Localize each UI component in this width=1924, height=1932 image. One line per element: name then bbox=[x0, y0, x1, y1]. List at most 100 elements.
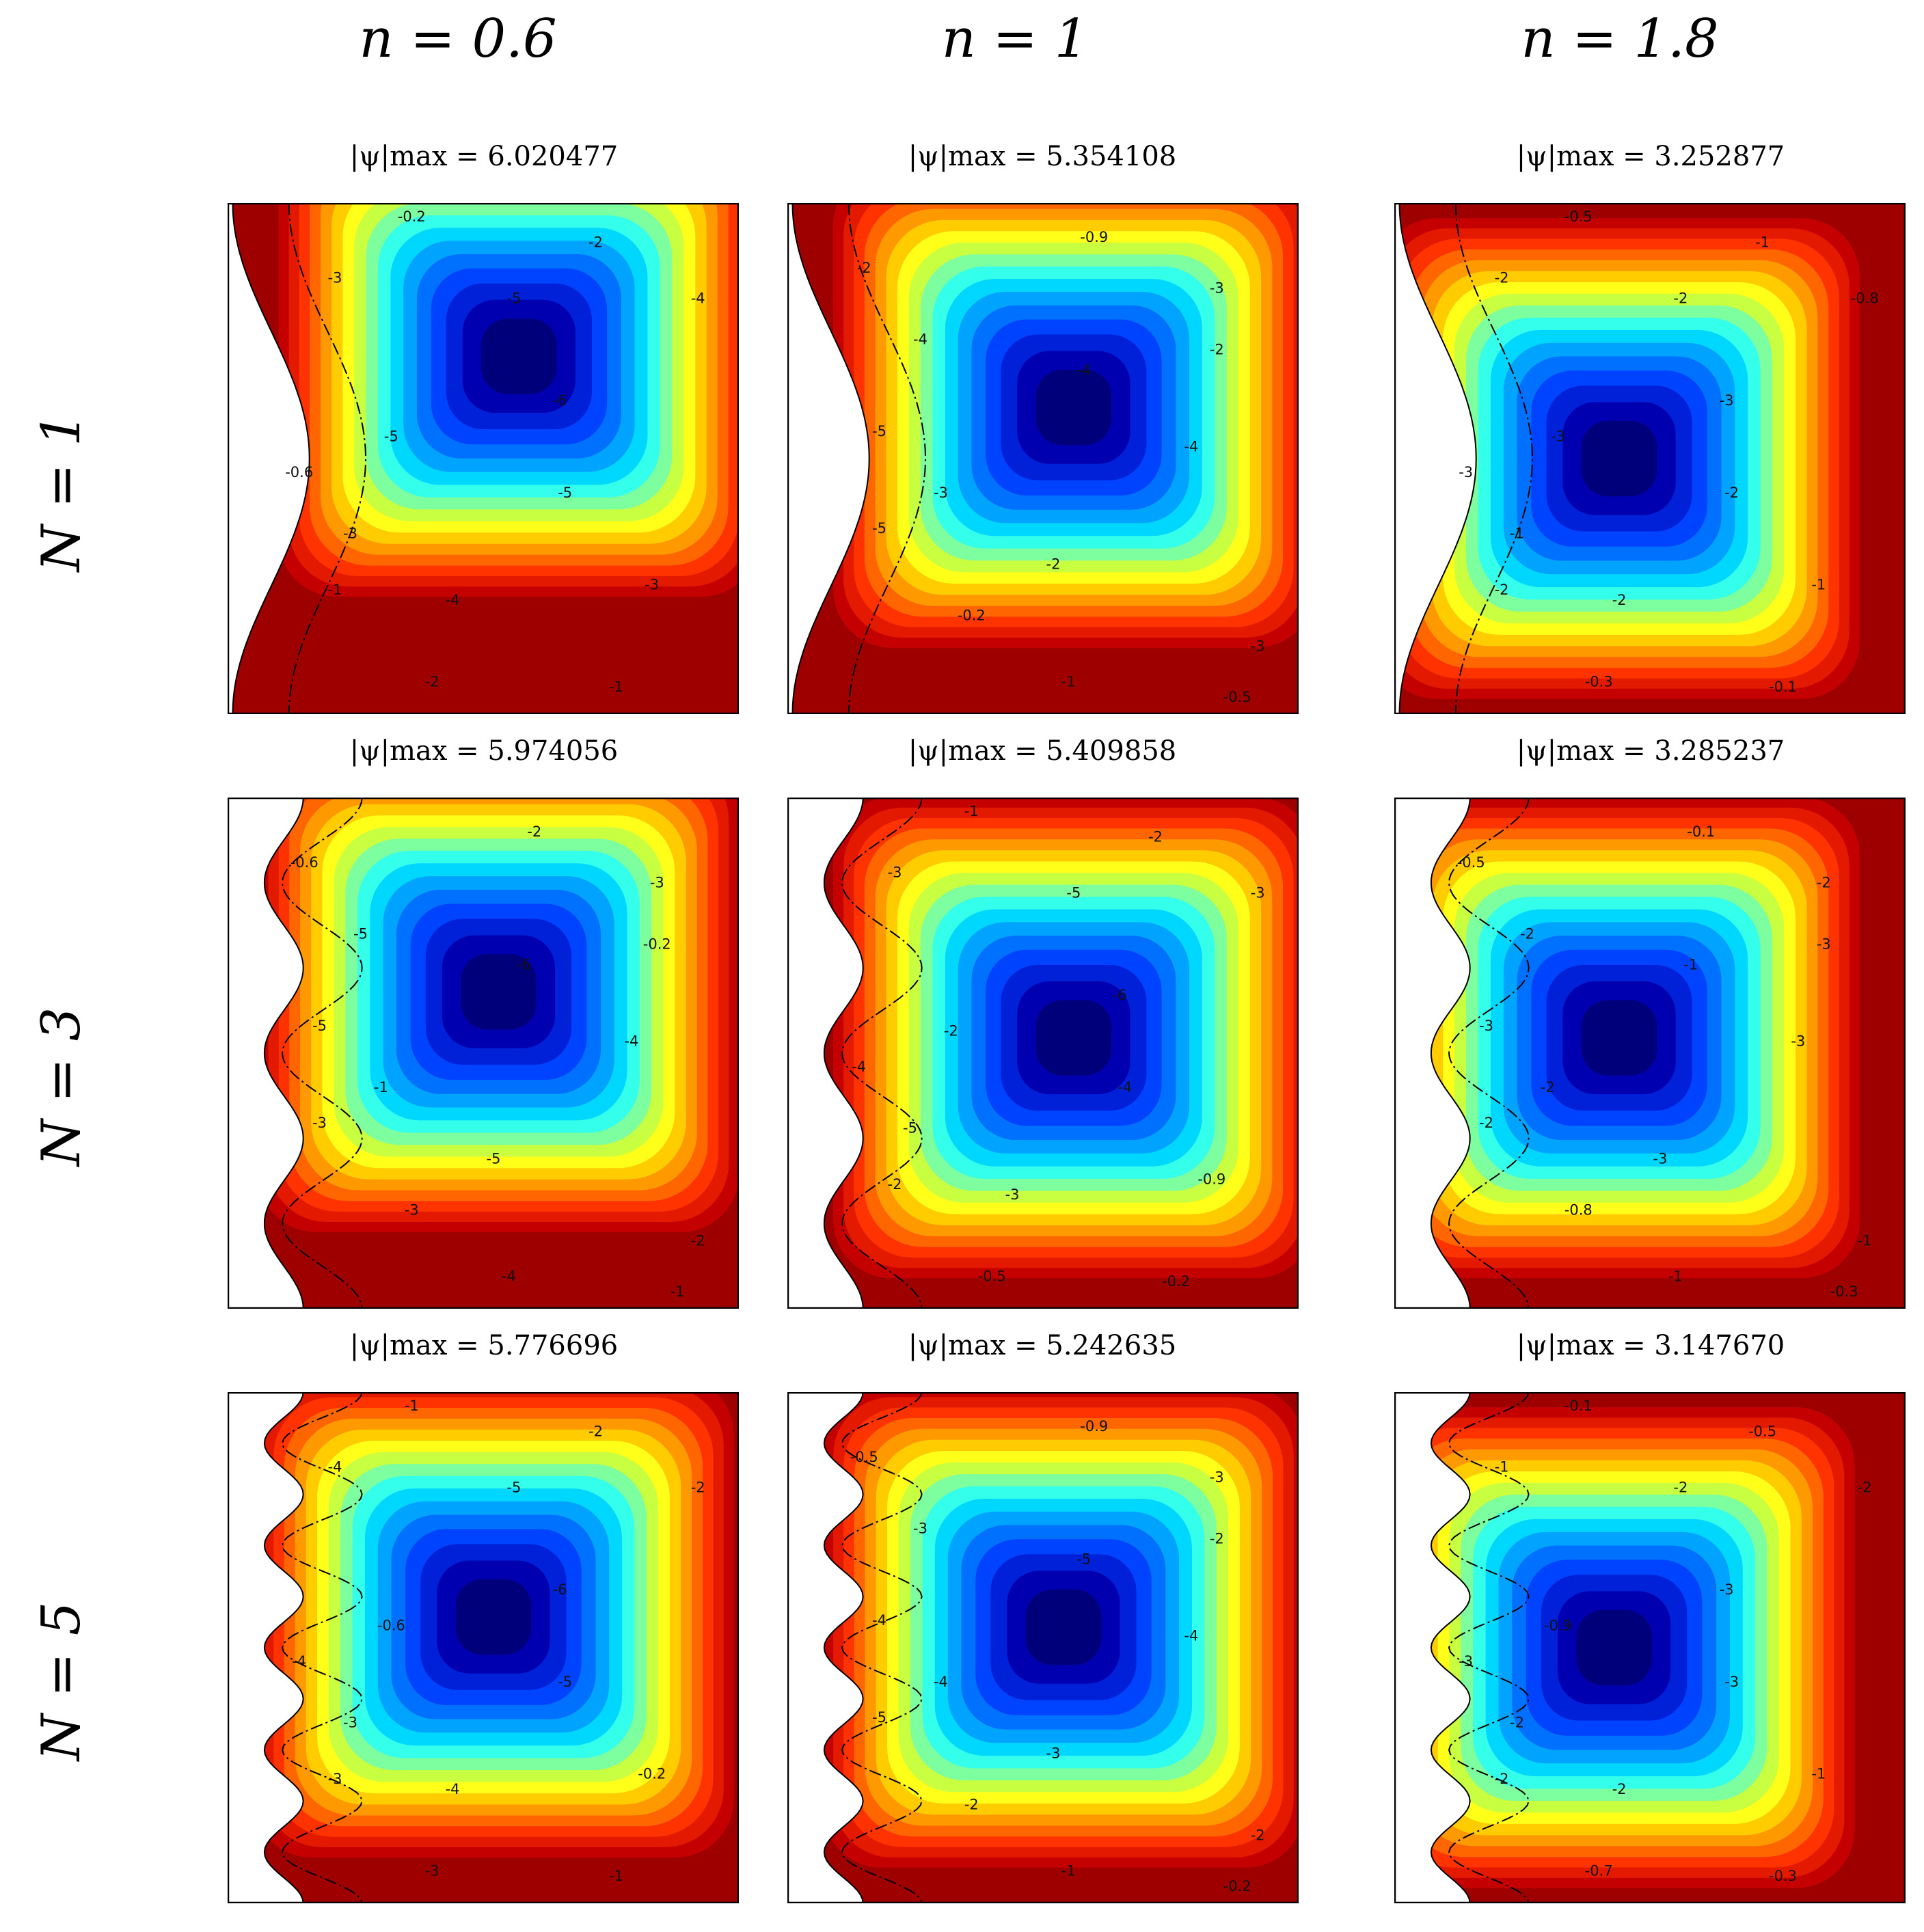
contour-label: -4 bbox=[446, 1781, 460, 1797]
contour-label: -5 bbox=[353, 926, 368, 942]
contour-fill-group bbox=[264, 798, 739, 1309]
contour-label: -0.5 bbox=[850, 1449, 878, 1465]
contour-fill-group bbox=[264, 1392, 739, 1903]
wavy-wall bbox=[791, 203, 870, 714]
contour-label: -2 bbox=[857, 260, 871, 276]
contour-band bbox=[455, 1579, 532, 1655]
contour-plot: -0.9 -2 -3 -4 -4 -2 -5 -4 -3 -2 -5 -0.2 -3 -1 -0.5 bbox=[787, 203, 1299, 714]
contour-label: -2 bbox=[691, 1480, 705, 1496]
contour-label: -1 bbox=[670, 1283, 685, 1300]
interface-curve bbox=[1448, 798, 1530, 1309]
contour-label: -1 bbox=[1858, 1232, 1872, 1249]
contour-label: -0.9 bbox=[1080, 1418, 1108, 1434]
contour-label: -2 bbox=[1673, 1480, 1688, 1496]
contour-label: -0.2 bbox=[958, 607, 986, 623]
contour-label: -0.3 bbox=[1585, 674, 1613, 690]
contour-label: -6 bbox=[1113, 987, 1127, 1003]
contour-label: -1 bbox=[328, 582, 342, 598]
wavy-wall bbox=[232, 203, 310, 714]
contour-band bbox=[1581, 1000, 1657, 1076]
contour-label: -0.3 bbox=[1830, 1283, 1858, 1300]
contour-label: -1 bbox=[1510, 526, 1524, 542]
panel-subtitle: |ψ|max = 3.252877 bbox=[1516, 141, 1785, 172]
contour-panel: -2 -0.6 -3 -5 -6 -0.2 -5 -4 -1 -5 -3 -3 -2 -4 -1 bbox=[228, 798, 739, 1309]
contour-label: -4 bbox=[691, 290, 705, 307]
contour-label: -2 bbox=[1210, 341, 1224, 357]
contour-label: -2 bbox=[1673, 290, 1688, 307]
contour-label: -5 bbox=[872, 1709, 886, 1726]
interface-curve bbox=[1448, 1392, 1530, 1903]
contour-label: -0.6 bbox=[290, 854, 319, 871]
contour-label: -0.2 bbox=[1223, 1878, 1251, 1894]
contour-label: -1 bbox=[1061, 1863, 1076, 1879]
contour-label: -2 bbox=[1817, 875, 1831, 891]
interface-curve bbox=[1454, 203, 1534, 714]
contour-fill-group bbox=[1431, 1392, 1906, 1903]
column-header: n = 1.8 bbox=[1521, 8, 1719, 70]
contour-label: -6 bbox=[553, 392, 567, 409]
contour-label: -0.9 bbox=[1080, 229, 1108, 245]
contour-label: -1 bbox=[1495, 1459, 1509, 1475]
contour-label: -1 bbox=[1811, 1766, 1826, 1782]
interface-curve bbox=[841, 798, 923, 1309]
contour-label: -0.2 bbox=[1162, 1273, 1190, 1290]
contour-label: -0.6 bbox=[285, 464, 313, 480]
panel-subtitle: |ψ|max = 5.409858 bbox=[908, 735, 1177, 767]
contour-plot: -0.5 -1 -2 -2 -0.8 -3 -3 -2 -3 -1 -2 -2 -1 -0.3 -0.1 bbox=[1394, 203, 1906, 714]
panel-subtitle: |ψ|max = 5.354108 bbox=[908, 141, 1177, 172]
contour-label: -3 bbox=[645, 577, 659, 593]
contour-label: -2 bbox=[1479, 1115, 1493, 1131]
contour-label: -3 bbox=[328, 270, 342, 286]
plot-frame bbox=[787, 798, 1299, 1309]
contour-label: -2 bbox=[1495, 270, 1509, 286]
contour-label: -5 bbox=[558, 485, 572, 501]
contour-fill-group bbox=[792, 203, 1299, 714]
wavy-wall bbox=[823, 1392, 864, 1903]
interface-curve bbox=[841, 1392, 923, 1903]
contour-fill-group bbox=[232, 203, 739, 714]
contour-label: -4 bbox=[1184, 439, 1198, 455]
contour-label: -3 bbox=[888, 865, 902, 881]
contour-label: -4 bbox=[292, 1653, 306, 1670]
contour-fill-group bbox=[824, 1392, 1299, 1903]
contour-label: -2 bbox=[1046, 556, 1061, 573]
contour-label: -4 bbox=[872, 1612, 886, 1629]
contour-plot: -0.1 -0.5 -1 -2 -2 -3 -0.9 -3 -3 -2 -2 -2 -1 -0.7 -0.3 bbox=[1394, 1392, 1906, 1903]
contour-label: -5 bbox=[558, 1674, 572, 1690]
contour-label: -0.5 bbox=[1564, 208, 1593, 225]
contour-label: -4 bbox=[934, 1674, 948, 1690]
contour-panel: -0.2 -2 -3 -5 -4 -6 -5 -5 -0.6 -3 -1 -4 -3 -2 -1 bbox=[228, 203, 739, 714]
contour-label: -3 bbox=[1459, 1653, 1473, 1670]
contour-label: -0.1 bbox=[1769, 679, 1797, 695]
contour-panel: -1 -2 -4 -5 -2 -6 -0.6 -5 -4 -3 -3 -4 -0.2 -3 -1 bbox=[228, 1392, 739, 1903]
contour-label: -0.2 bbox=[638, 1766, 666, 1782]
contour-fill-group bbox=[1399, 203, 1906, 714]
contour-label: -1 bbox=[609, 679, 623, 695]
contour-label: -6 bbox=[517, 956, 531, 972]
contour-label: -3 bbox=[343, 1715, 357, 1731]
panel-subtitle: |ψ|max = 3.147670 bbox=[1516, 1330, 1785, 1361]
contour-label: -1 bbox=[609, 1868, 623, 1884]
wavy-wall bbox=[263, 1392, 304, 1903]
row-header-text: N = 1 bbox=[31, 412, 92, 572]
row-header-text: N = 5 bbox=[31, 1601, 92, 1761]
contour-label: -3 bbox=[1653, 1151, 1668, 1167]
contour-label: -1 bbox=[1811, 577, 1826, 593]
contour-label: -2 bbox=[425, 674, 439, 690]
contour-label: -5 bbox=[312, 1018, 327, 1034]
contour-label: -1 bbox=[1755, 234, 1770, 250]
contour-label: -0.8 bbox=[1564, 1201, 1593, 1218]
contour-label: -3 bbox=[1720, 392, 1734, 409]
contour-label: -3 bbox=[1551, 428, 1565, 445]
contour-label: -1 bbox=[405, 1398, 419, 1414]
column-header: n = 1 bbox=[941, 8, 1089, 70]
contour-plot: -1 -2 -3 -5 -3 -6 -2 -4 -4 -5 -2 -3 -0.9 -0.5 -0.2 bbox=[787, 798, 1299, 1309]
interface-curve bbox=[288, 203, 367, 714]
row-header-text: N = 3 bbox=[31, 1007, 92, 1167]
contour-panel: -0.1 -0.5 -2 -2 -1 -3 -3 -3 -2 -3 -2 -0.8 -1 -1 -0.3 bbox=[1394, 798, 1906, 1309]
contour-label: -3 bbox=[1817, 936, 1831, 952]
contour-label: -5 bbox=[384, 428, 398, 445]
contour-label: -2 bbox=[1148, 828, 1163, 845]
wavy-wall bbox=[1398, 203, 1477, 714]
contour-label: -3 bbox=[1005, 1186, 1020, 1203]
